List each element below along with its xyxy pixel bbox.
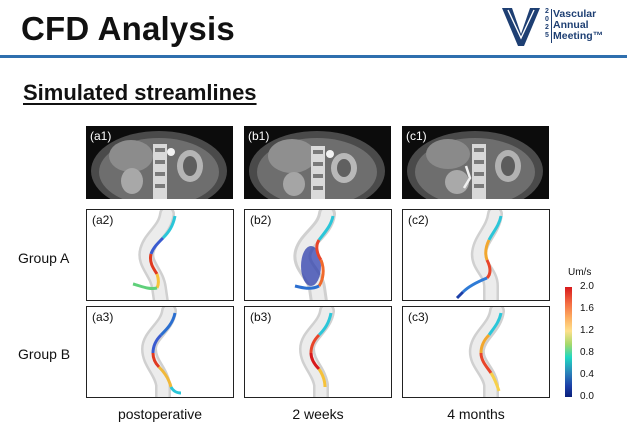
ct-scan-label: (a1) bbox=[90, 129, 112, 143]
streamline-drawing bbox=[298, 307, 335, 397]
logo-year-digit: 2 bbox=[545, 24, 549, 31]
panel-label: (b3) bbox=[250, 310, 272, 324]
colorbar-tick: 0.4 bbox=[580, 369, 594, 380]
streamline-panel: (c3) bbox=[402, 306, 550, 398]
streamline-panel: (b2) bbox=[244, 209, 392, 301]
timepoint-label: 4 months bbox=[447, 406, 505, 422]
ct-scan-drawing bbox=[91, 131, 227, 199]
section-subtitle: Simulated streamlines bbox=[23, 80, 257, 105]
panel-label: (a3) bbox=[92, 310, 114, 324]
ct-scan-image: (b1) bbox=[244, 126, 391, 199]
panel-label: (c3) bbox=[408, 310, 429, 324]
logo-year-digit: 2 bbox=[545, 8, 549, 15]
ct-scan-label: (b1) bbox=[248, 129, 270, 143]
logo-line-1: Vascular bbox=[553, 8, 597, 20]
panel-label: (c2) bbox=[408, 213, 429, 227]
streamline-drawing bbox=[132, 210, 177, 300]
logo-year: 2 0 2 5 bbox=[543, 8, 551, 40]
logo-line-3: Meeting™ bbox=[553, 30, 604, 42]
colorbar-tick: 0.0 bbox=[580, 391, 594, 402]
streamline-panel: (c2) bbox=[402, 209, 550, 301]
logo-wordmark: Vascular Annual Meeting™ bbox=[553, 9, 603, 42]
timepoint-label: 2 weeks bbox=[292, 406, 344, 422]
panel-label: (a2) bbox=[92, 213, 114, 227]
ct-scan-drawing bbox=[249, 131, 385, 199]
streamline-drawing bbox=[455, 210, 503, 300]
ct-scan-image: (c1) bbox=[402, 126, 549, 199]
streamline-panel: (a3) bbox=[86, 306, 234, 398]
logo-line-2: Annual bbox=[553, 19, 589, 31]
colorbar-gradient bbox=[565, 287, 572, 397]
streamline-drawing bbox=[140, 307, 182, 397]
slide-title: CFD Analysis bbox=[21, 10, 235, 47]
logo-year-digit: 0 bbox=[545, 16, 549, 23]
ct-scan-image: (a1) bbox=[86, 126, 233, 199]
logo-year-digit: 5 bbox=[545, 32, 549, 39]
ct-scan-label: (c1) bbox=[406, 129, 427, 143]
streamline-drawing bbox=[293, 210, 336, 300]
colorbar-tick: 0.8 bbox=[580, 347, 594, 358]
streamline-drawing bbox=[468, 307, 505, 397]
colorbar-tick: 1.2 bbox=[580, 325, 594, 336]
streamline-panel: (a2) bbox=[86, 209, 234, 301]
title-divider bbox=[0, 55, 627, 58]
group-a-label: Group A bbox=[18, 250, 70, 266]
timepoint-label: postoperative bbox=[117, 406, 203, 422]
panel-label: (b2) bbox=[250, 213, 272, 227]
ct-scan-drawing bbox=[407, 131, 543, 199]
colorbar-tick: 2.0 bbox=[580, 281, 594, 292]
logo-emblem-icon bbox=[502, 8, 540, 46]
streamline-panel: (b3) bbox=[244, 306, 392, 398]
logo-separator bbox=[551, 9, 552, 43]
colorbar-tick: 1.6 bbox=[580, 303, 594, 314]
vascular-annual-meeting-logo: 2 0 2 5 Vascular Annual Meeting™ bbox=[500, 4, 622, 50]
colorbar-unit: Um/s bbox=[568, 267, 592, 278]
group-b-label: Group B bbox=[18, 346, 71, 362]
